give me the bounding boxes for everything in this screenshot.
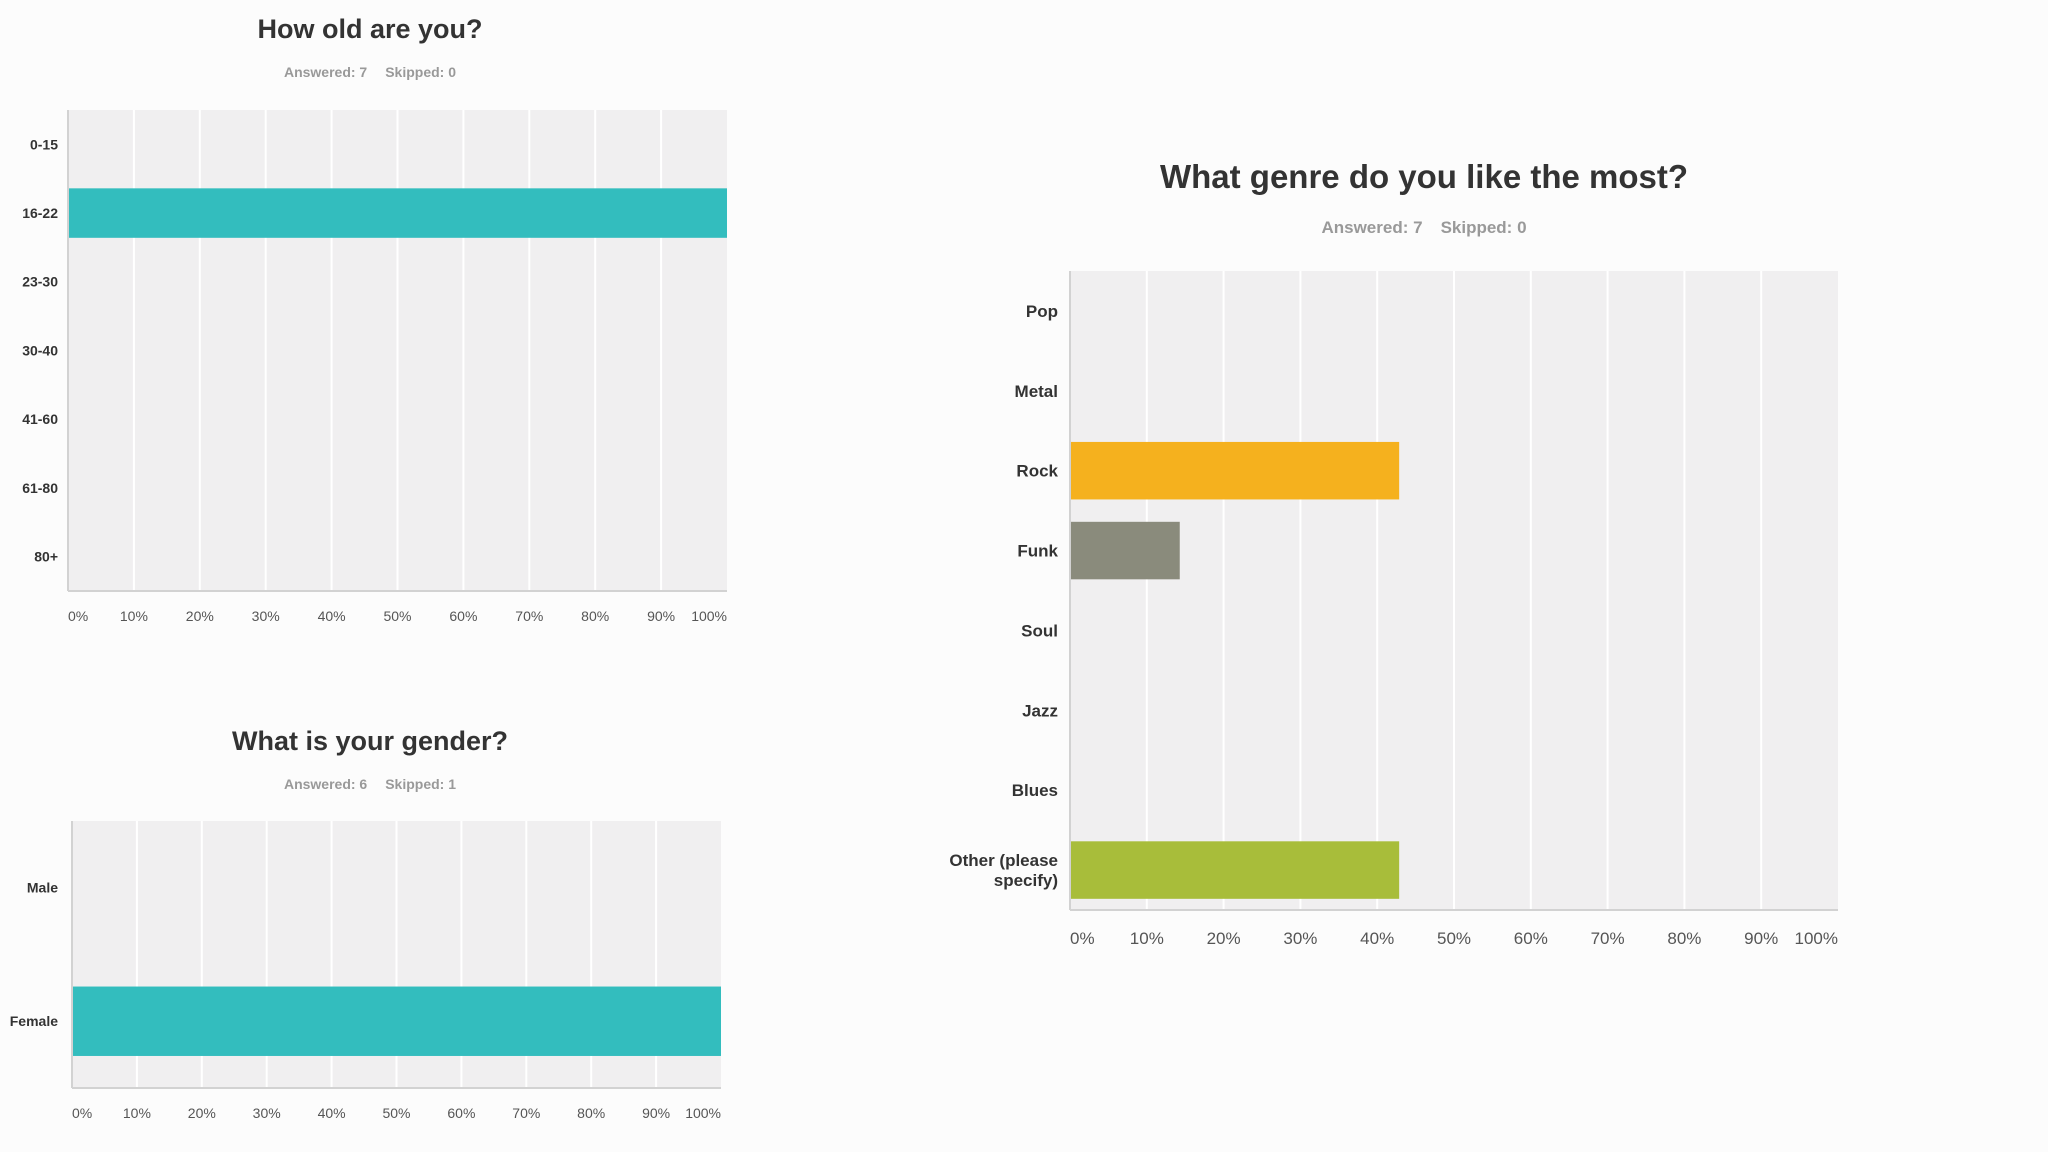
category-label: Jazz (1022, 701, 1058, 720)
x-tick-label: 70% (515, 608, 543, 624)
category-label: 0-15 (30, 136, 58, 152)
x-tick-label: 0% (72, 1105, 92, 1121)
x-tick-label: 90% (1744, 929, 1778, 948)
genre-chart-title: What genre do you like the most? (1159, 158, 1689, 195)
x-tick-label: 90% (642, 1105, 670, 1121)
x-tick-label: 80% (577, 1105, 605, 1121)
category-label: 41-60 (22, 411, 58, 427)
genre-chart-stats: Answered: 7 Skipped: 0 (900, 218, 1948, 238)
category-label: 61-80 (22, 480, 58, 496)
gender-chart-panel: What is your gender? Answered: 6 Skipped:… (0, 710, 740, 1152)
x-tick-label: 30% (1283, 929, 1317, 948)
x-tick-label: 10% (1130, 929, 1164, 948)
category-label: Other (please (949, 851, 1058, 870)
gender-answered-count: Answered: 6 (283, 776, 368, 792)
category-label: Female (10, 1013, 58, 1029)
bar-genre-7 (1070, 841, 1400, 899)
x-tick-label: 40% (1360, 929, 1394, 948)
genre-chart-plot: 0% 10% 20% 30% 40% 50% 60% 70% 80% 90% 100% Pop Meta… (949, 271, 1838, 948)
category-label: Pop (1026, 302, 1058, 321)
x-tick-label: 30% (252, 608, 280, 624)
category-label: Funk (1017, 542, 1058, 561)
bar-gender-1 (72, 986, 721, 1056)
age-answered-count: Answered: 7 (283, 64, 368, 80)
age-skipped-count: Skipped: 0 (385, 64, 457, 80)
x-tick-label: 100% (1795, 929, 1838, 948)
category-label: Metal (1015, 382, 1058, 401)
x-tick-label: 80% (1667, 929, 1701, 948)
x-tick-label: 100% (685, 1105, 721, 1121)
x-tick-label: 50% (383, 608, 411, 624)
x-tick-label: 20% (188, 1105, 216, 1121)
x-tick-label: 60% (1514, 929, 1548, 948)
x-tick-label: 90% (647, 608, 675, 624)
age-chart-plot: 0% 10% 20% 30% 40% 50% 60% 70% 80% 90% 100% 0-15 16-… (22, 110, 727, 624)
x-tick-label: 80% (581, 608, 609, 624)
category-label: Rock (1016, 462, 1058, 481)
x-tick-label: 10% (123, 1105, 151, 1121)
x-tick-label: 50% (1437, 929, 1471, 948)
x-tick-label: 100% (691, 608, 727, 624)
x-tick-label: 0% (68, 608, 88, 624)
bar-genre-2 (1070, 441, 1400, 500)
x-tick-label: 20% (186, 608, 214, 624)
x-tick-label: 60% (447, 1105, 475, 1121)
gender-skipped-count: Skipped: 1 (385, 776, 457, 792)
x-tick-label: 0% (1070, 929, 1095, 948)
category-label: Male (27, 880, 58, 896)
gender-chart-plot: 0% 10% 20% 30% 40% 50% 60% 70% 80% 90% 100% Male Fem… (10, 821, 721, 1121)
age-chart-title: How old are you? (257, 14, 483, 44)
gender-chart-title: What is your gender? (231, 726, 509, 756)
x-tick-label: 10% (120, 608, 148, 624)
category-label: 23-30 (22, 274, 58, 290)
x-tick-label: 50% (382, 1105, 410, 1121)
x-tick-label: 70% (512, 1105, 540, 1121)
genre-chart-panel: What genre do you like the most? Answere… (900, 140, 1948, 980)
gender-chart-stats: Answered: 6 Skipped: 1 (0, 776, 740, 792)
category-label: 30-40 (22, 342, 58, 358)
category-label: 80+ (34, 549, 58, 565)
age-chart-stats: Answered: 7 Skipped: 0 (0, 64, 740, 80)
x-tick-label: 30% (253, 1105, 281, 1121)
genre-answered-count: Answered: 7 (1321, 218, 1423, 237)
category-label: Soul (1021, 621, 1058, 640)
x-tick-label: 40% (318, 1105, 346, 1121)
bar-age-1 (68, 188, 727, 238)
x-tick-label: 70% (1591, 929, 1625, 948)
x-tick-label: 40% (318, 608, 346, 624)
genre-skipped-count: Skipped: 0 (1440, 218, 1527, 237)
x-tick-label: 60% (449, 608, 477, 624)
category-label: specify) (994, 871, 1058, 890)
category-label: Blues (1012, 781, 1058, 800)
bar-genre-3 (1070, 521, 1180, 580)
age-chart-panel: How old are you? Answered: 7 Skipped: 0 0… (0, 0, 740, 650)
category-label: 16-22 (22, 205, 58, 221)
x-tick-label: 20% (1207, 929, 1241, 948)
